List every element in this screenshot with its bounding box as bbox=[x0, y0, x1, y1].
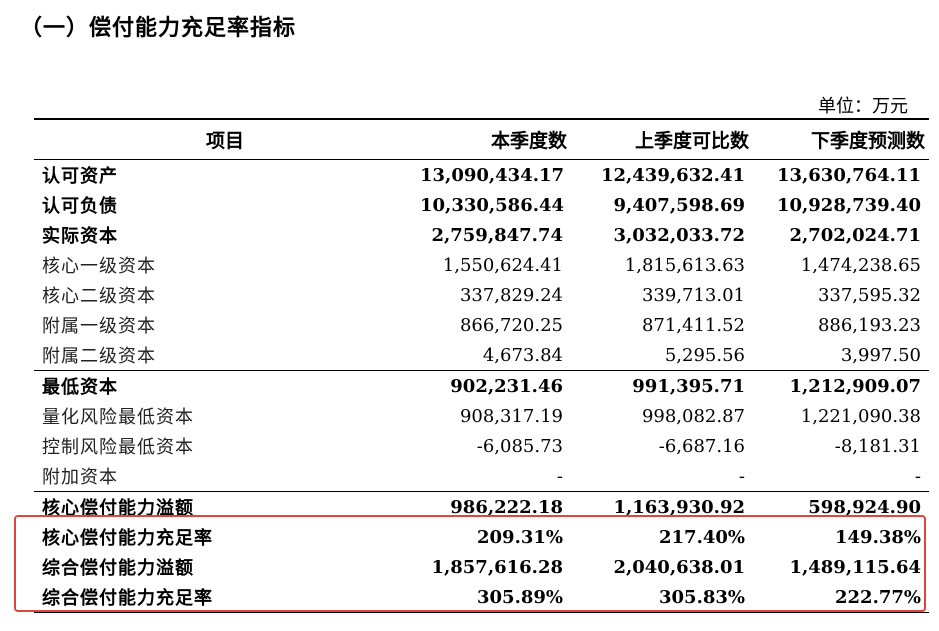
cell-previous: - bbox=[738, 465, 745, 487]
row-label: 核心偿付能力溢额 bbox=[34, 491, 416, 522]
row-label: 附属二级资本 bbox=[42, 346, 156, 367]
unit-label: 单位：万元 bbox=[818, 96, 908, 117]
cell-current: 986,222.18 bbox=[416, 491, 571, 522]
table-header-row: 项目 本季度数 上季度可比数 下季度预测数 bbox=[34, 118, 929, 160]
cell-forecast: - bbox=[914, 465, 921, 487]
cell-previous: 1,163,930.92 bbox=[571, 491, 753, 522]
section-heading: （一）偿付能力充足率指标 bbox=[20, 16, 297, 41]
cell-previous: 2,040,638.01 bbox=[613, 556, 745, 578]
cell-forecast: 598,924.90 bbox=[753, 491, 929, 522]
cell-current: 209.31% bbox=[477, 526, 563, 548]
table-row: 综合偿付能力溢额 1,857,616.28 2,040,638.01 1,489… bbox=[34, 552, 929, 582]
cell-previous: 305.83% bbox=[571, 582, 753, 613]
cell-current: 337,829.24 bbox=[459, 284, 563, 306]
table-row: 核心一级资本 1,550,624.41 1,815,613.63 1,474,2… bbox=[34, 250, 929, 280]
row-label: 量化风险最低资本 bbox=[42, 407, 194, 428]
cell-previous: 217.40% bbox=[659, 526, 745, 548]
table-row: 附属一级资本 866,720.25 871,411.52 886,193.23 bbox=[34, 310, 929, 340]
cell-previous: 998,082.87 bbox=[641, 405, 745, 427]
cell-current: - bbox=[556, 465, 563, 487]
cell-forecast: 1,221,090.38 bbox=[800, 405, 921, 427]
cell-previous: 1,815,613.63 bbox=[624, 254, 745, 276]
cell-current: 908,317.19 bbox=[459, 405, 563, 427]
table-row: 实际资本 2,759,847.74 3,032,033.72 2,702,024… bbox=[34, 220, 929, 250]
cell-forecast: 149.38% bbox=[835, 526, 921, 548]
row-label: 核心偿付能力充足率 bbox=[42, 528, 213, 549]
row-label: 核心一级资本 bbox=[42, 256, 156, 277]
solvency-indicator-table: 项目 本季度数 上季度可比数 下季度预测数 认可资产 13,090,434.17… bbox=[34, 118, 929, 613]
table-row: 认可负债 10,330,586.44 9,407,598.69 10,928,7… bbox=[34, 190, 929, 220]
row-label: 认可资产 bbox=[42, 166, 118, 187]
table-row: 核心偿付能力充足率 209.31% 217.40% 149.38% bbox=[34, 522, 929, 552]
cell-forecast: 13,630,764.11 bbox=[776, 164, 921, 186]
cell-forecast: 337,595.32 bbox=[817, 284, 921, 306]
cell-current: 10,330,586.44 bbox=[420, 194, 565, 216]
table-row: 最低资本 902,231.46 991,395.71 1,212,909.07 bbox=[34, 370, 929, 401]
cell-previous: 5,295.56 bbox=[664, 344, 745, 366]
row-label: 附属一级资本 bbox=[42, 316, 156, 337]
row-label: 附加资本 bbox=[42, 467, 118, 488]
cell-previous: 12,439,632.41 bbox=[600, 164, 745, 186]
cell-current: -6,085.73 bbox=[476, 435, 563, 457]
cell-forecast: 2,702,024.71 bbox=[789, 224, 921, 246]
cell-previous: 871,411.52 bbox=[641, 314, 745, 336]
cell-previous: 3,032,033.72 bbox=[613, 224, 745, 246]
cell-current: 1,857,616.28 bbox=[431, 556, 563, 578]
table-row: 控制风险最低资本 -6,085.73 -6,687.16 -8,181.31 bbox=[34, 431, 929, 461]
cell-current: 902,231.46 bbox=[416, 370, 571, 401]
cell-forecast: 886,193.23 bbox=[817, 314, 921, 336]
cell-current: 13,090,434.17 bbox=[420, 164, 565, 186]
cell-current: 1,550,624.41 bbox=[442, 254, 563, 276]
cell-forecast: 10,928,739.40 bbox=[776, 194, 921, 216]
table-row: 量化风险最低资本 908,317.19 998,082.87 1,221,090… bbox=[34, 401, 929, 431]
cell-previous: -6,687.16 bbox=[658, 435, 745, 457]
cell-forecast: 1,489,115.64 bbox=[789, 556, 921, 578]
cell-current: 866,720.25 bbox=[459, 314, 563, 336]
cell-forecast: 222.77% bbox=[753, 582, 929, 613]
header-next-quarter-forecast: 下季度预测数 bbox=[753, 118, 929, 160]
row-label: 最低资本 bbox=[34, 370, 416, 401]
row-label: 控制风险最低资本 bbox=[42, 437, 194, 458]
table-row: 附加资本 - - - bbox=[34, 461, 929, 492]
cell-previous: 339,713.01 bbox=[641, 284, 745, 306]
cell-forecast: 3,997.50 bbox=[840, 344, 921, 366]
cell-previous: 991,395.71 bbox=[571, 370, 753, 401]
table-row: 附属二级资本 4,673.84 5,295.56 3,997.50 bbox=[34, 340, 929, 371]
table-row: 综合偿付能力充足率 305.89% 305.83% 222.77% bbox=[34, 582, 929, 613]
table-row: 核心二级资本 337,829.24 339,713.01 337,595.32 bbox=[34, 280, 929, 310]
row-label: 核心二级资本 bbox=[42, 286, 156, 307]
row-label: 综合偿付能力溢额 bbox=[42, 558, 194, 579]
header-current-quarter: 本季度数 bbox=[416, 118, 571, 160]
row-label: 综合偿付能力充足率 bbox=[34, 582, 416, 613]
row-label: 认可负债 bbox=[42, 196, 118, 217]
cell-forecast: 1,474,238.65 bbox=[800, 254, 921, 276]
table-row: 认可资产 13,090,434.17 12,439,632.41 13,630,… bbox=[34, 160, 929, 191]
table-row: 核心偿付能力溢额 986,222.18 1,163,930.92 598,924… bbox=[34, 491, 929, 522]
cell-current: 4,673.84 bbox=[482, 344, 563, 366]
cell-current: 2,759,847.74 bbox=[431, 224, 563, 246]
cell-previous: 9,407,598.69 bbox=[613, 194, 745, 216]
header-previous-quarter: 上季度可比数 bbox=[571, 118, 753, 160]
row-label: 实际资本 bbox=[42, 226, 118, 247]
cell-forecast: -8,181.31 bbox=[834, 435, 921, 457]
cell-forecast: 1,212,909.07 bbox=[753, 370, 929, 401]
cell-current: 305.89% bbox=[416, 582, 571, 613]
header-item: 项目 bbox=[34, 118, 416, 160]
